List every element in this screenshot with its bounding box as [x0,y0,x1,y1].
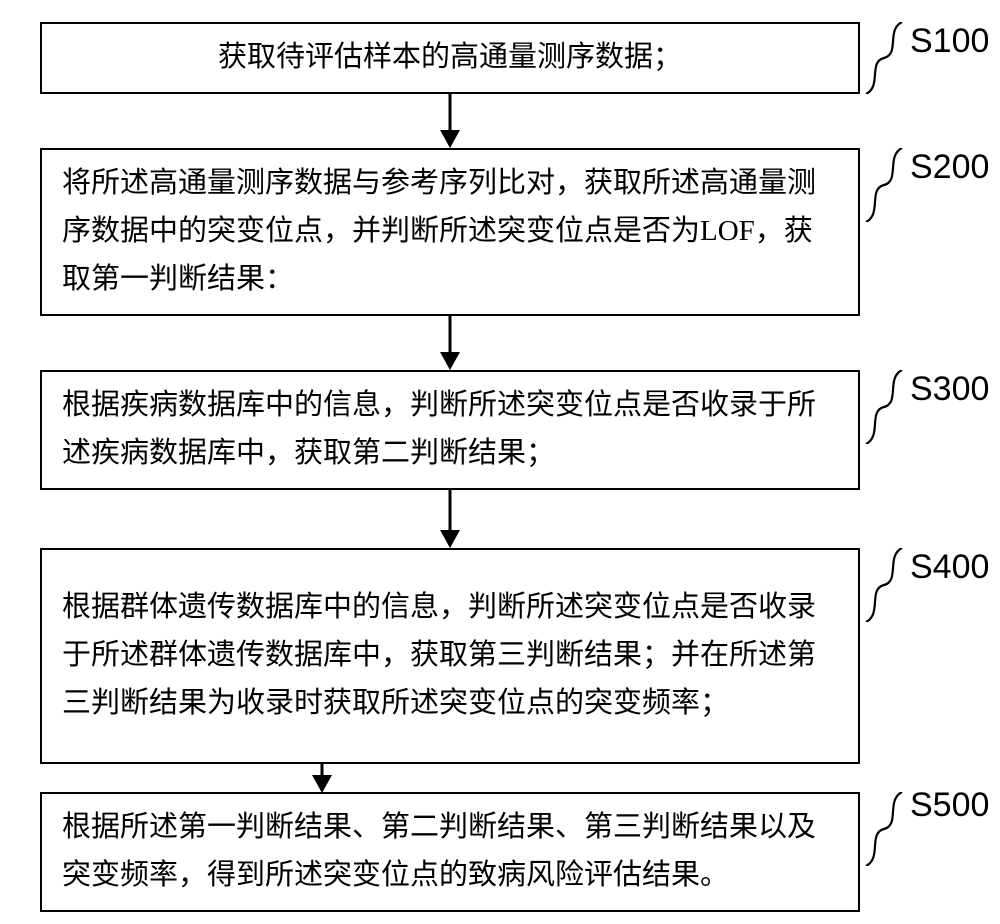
flow-node-s200-text: 将所述高通量测序数据与参考序列比对，获取所述高通量测序数据中的突变位点，并判断所… [62,160,838,304]
arrow-s200-s300 [449,316,452,352]
curly-brace-s300 [860,370,910,444]
arrow-head-icon [440,352,460,370]
step-label-s400: S400 [910,548,989,587]
flow-node-s300: 根据疾病数据库中的信息，判断所述突变位点是否收录于所述疾病数据库中，获取第二判断… [40,370,860,490]
flow-node-s100-text: 获取待评估样本的高通量测序数据； [62,34,838,82]
flowchart-canvas: 获取待评估样本的高通量测序数据； S100 将所述高通量测序数据与参考序列比对，… [0,0,1000,924]
step-label-s100: S100 [910,22,989,61]
arrow-head-icon [440,130,460,148]
flow-node-s500-text: 根据所述第一判断结果、第二判断结果、第三判断结果以及突变频率，得到所述突变位点的… [62,804,838,900]
curly-brace-s100 [860,22,910,94]
flow-node-s300-text: 根据疾病数据库中的信息，判断所述突变位点是否收录于所述疾病数据库中，获取第二判断… [62,382,838,478]
flow-node-s200: 将所述高通量测序数据与参考序列比对，获取所述高通量测序数据中的突变位点，并判断所… [40,148,860,316]
flow-node-s100: 获取待评估样本的高通量测序数据； [40,22,860,94]
curly-brace-s400 [860,548,910,622]
arrow-head-icon [312,775,332,793]
curly-brace-s500 [860,792,910,866]
arrow-s300-s400 [449,490,452,530]
curly-brace-s200 [860,148,910,222]
flow-node-s500: 根据所述第一判断结果、第二判断结果、第三判断结果以及突变频率，得到所述突变位点的… [40,792,860,912]
arrow-s100-s200 [449,94,452,130]
step-label-s500: S500 [910,786,989,825]
step-label-s200: S200 [910,148,989,187]
arrow-head-icon [440,530,460,548]
flow-node-s400-text: 根据群体遗传数据库中的信息，判断所述突变位点是否收录于所述群体遗传数据库中，获取… [62,584,838,728]
step-label-s300: S300 [910,370,989,409]
flow-node-s400: 根据群体遗传数据库中的信息，判断所述突变位点是否收录于所述群体遗传数据库中，获取… [40,548,860,764]
